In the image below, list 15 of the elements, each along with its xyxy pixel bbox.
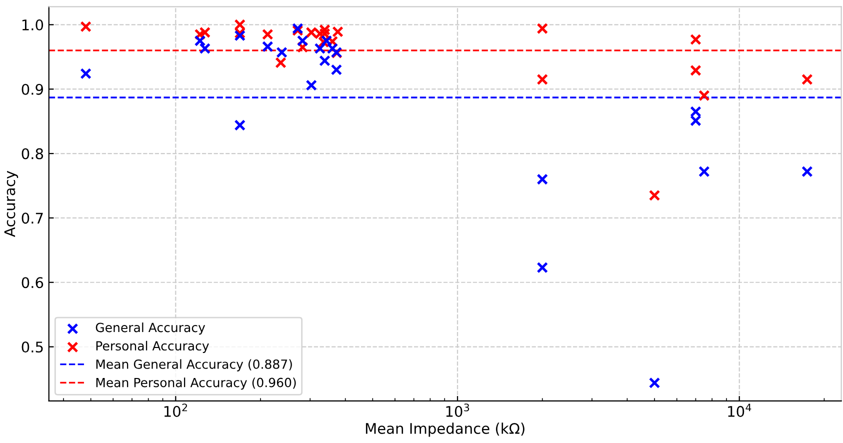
y-tick-label: 0.5 <box>22 342 43 353</box>
y-tick-label: 0.7 <box>22 212 43 224</box>
x-tick-label: 10$^{2}$ <box>164 404 187 417</box>
y-tick-label: 0.6 <box>22 277 44 288</box>
legend-label: General Accuracy <box>96 322 206 335</box>
x-tick-label: 10$^{3}$ <box>446 404 470 417</box>
x-tick-label: 10$^{4}$ <box>728 404 752 417</box>
legend-label: Personal Accuracy <box>96 340 209 353</box>
y-tick-label: 0.8 <box>22 148 44 160</box>
y-axis-title: Accuracy <box>4 170 18 237</box>
x-axis-title: Mean Impedance (kΩ) <box>366 422 524 437</box>
y-tick-label: 0.9 <box>22 84 44 95</box>
legend-label: Mean General Accuracy (0.887) <box>96 359 292 372</box>
legend-label: Mean Personal Accuracy (0.960) <box>96 378 296 390</box>
y-tick-label: 1.0 <box>22 19 44 30</box>
